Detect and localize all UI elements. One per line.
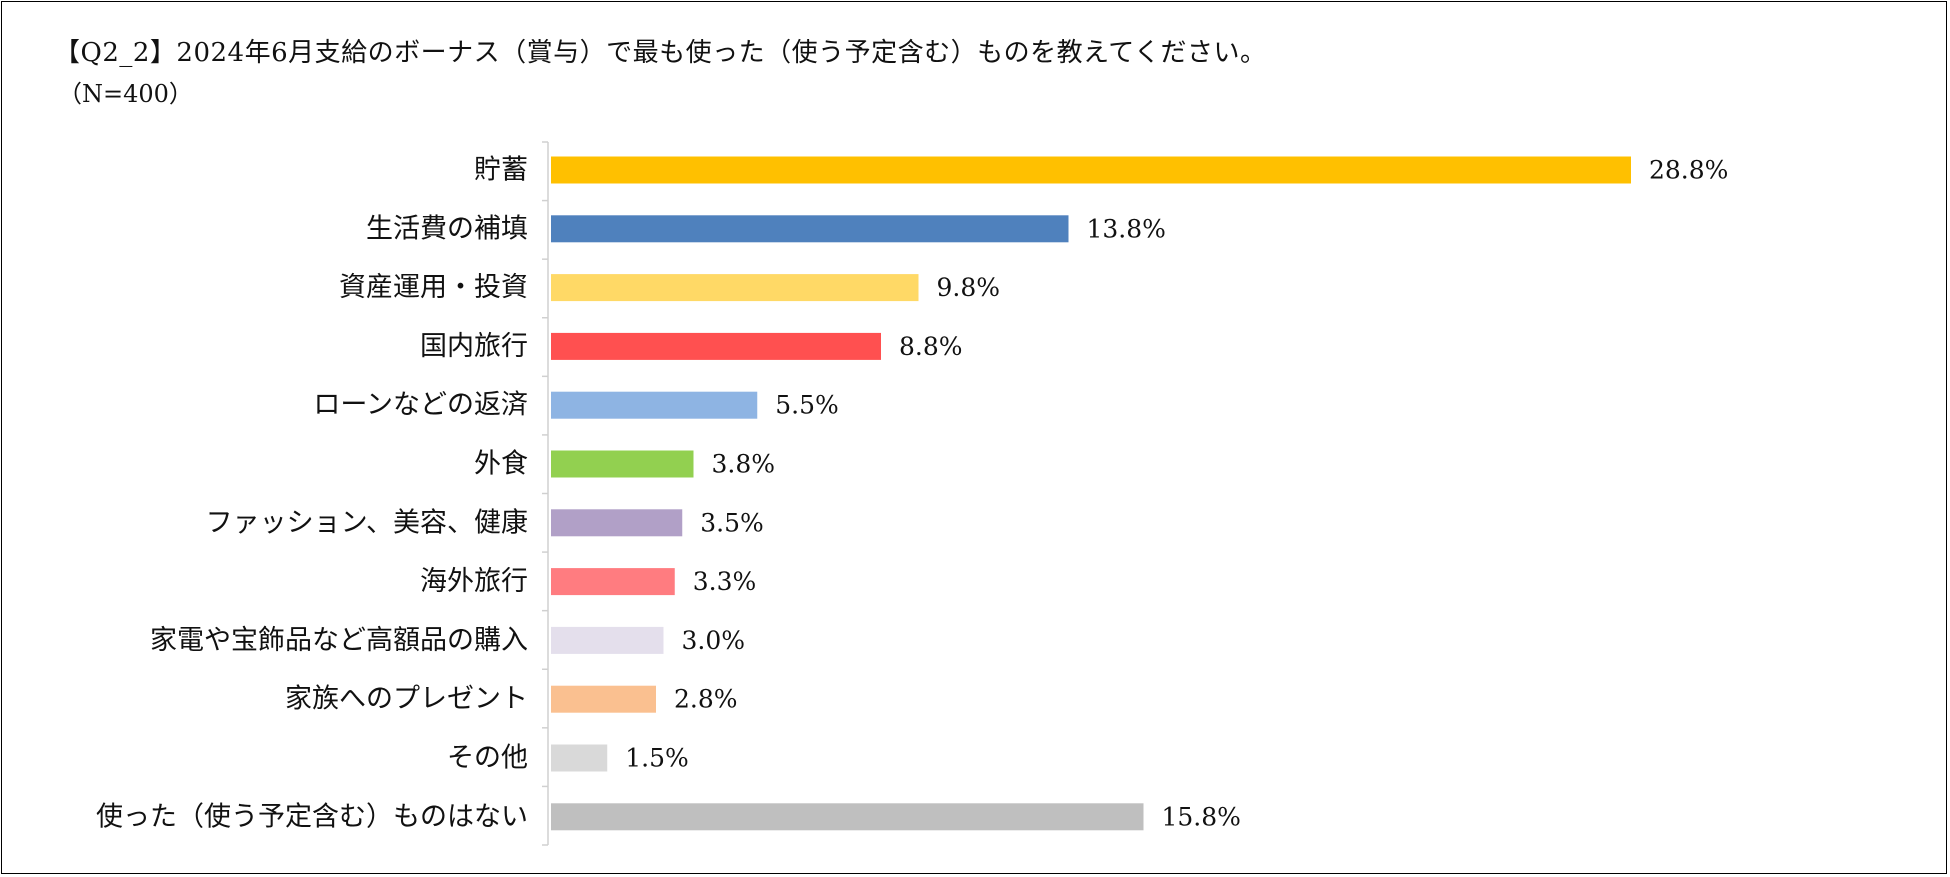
data-label: 2.8% [674,685,738,714]
category-label: 家族へのプレゼント [285,684,528,715]
chart-title: 【Q2_2】2024年6月支給のボーナス（賞与）で最も使った（使う予定含む）もの… [54,38,1267,68]
bar [551,568,675,596]
bar [551,744,608,772]
data-label: 8.8% [899,332,963,361]
bar [551,274,919,302]
bar [551,509,683,537]
bar [551,391,758,419]
data-label: 28.8% [1649,156,1728,185]
bar [551,626,664,654]
category-label: 家電や宝飾品など高額品の購入 [150,625,528,656]
category-label: 国内旅行 [420,331,528,362]
category-label: 使った（使う予定含む）ものはない [96,801,528,832]
data-label: 5.5% [775,391,839,420]
data-label: 3.8% [712,450,776,479]
category-label: ファッション、美容、健康 [206,507,528,538]
category-label: 貯蓄 [474,155,528,186]
bar [551,332,881,360]
category-label: 海外旅行 [420,566,528,597]
data-label: 9.8% [937,273,1001,302]
bar [551,215,1069,243]
data-label: 1.5% [625,744,689,773]
category-label: その他 [447,743,528,774]
bar [551,156,1631,184]
category-label: 外食 [474,449,528,480]
bar [551,450,694,478]
data-label: 13.8% [1087,214,1166,243]
data-label: 15.8% [1162,802,1241,831]
bar [551,803,1144,831]
category-label: ローンなどの返済 [313,390,528,421]
category-label: 生活費の補填 [366,213,528,244]
bar [551,685,656,713]
chart-subtitle: （N=400） [58,80,193,108]
data-label: 3.0% [682,626,746,655]
category-label: 資産運用・投資 [339,272,528,303]
data-label: 3.3% [693,567,757,596]
data-label: 3.5% [700,508,764,537]
